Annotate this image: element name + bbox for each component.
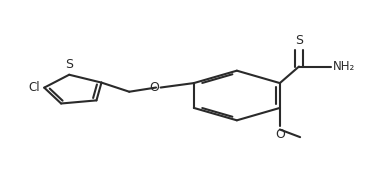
Text: O: O xyxy=(149,81,159,94)
Text: NH₂: NH₂ xyxy=(333,60,356,73)
Text: Cl: Cl xyxy=(28,81,40,94)
Text: S: S xyxy=(65,58,73,71)
Text: O: O xyxy=(275,128,285,141)
Text: S: S xyxy=(295,34,303,47)
